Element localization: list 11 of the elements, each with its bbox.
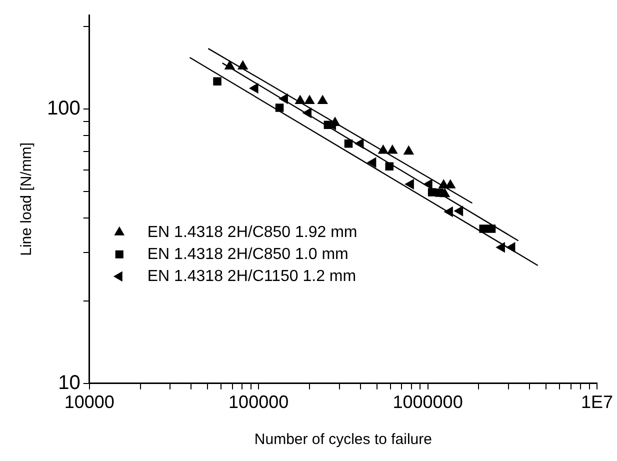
x-tick-label: 10000	[64, 392, 114, 412]
x-tick-label: 1000000	[392, 392, 463, 412]
y-tick-label: 10	[58, 372, 80, 394]
x-tick-label: 1E7	[580, 392, 614, 412]
legend-label: EN 1.4318 2H/C850 1.0 mm	[147, 246, 348, 263]
legend-label: EN 1.4318 2H/C850 1.92 mm	[147, 224, 358, 241]
legend-label: EN 1.4318 2H/C1150 1.2 mm	[147, 268, 356, 285]
y-tick-label: 100	[46, 97, 80, 120]
y-axis-title: Line load [N/mm]	[18, 142, 36, 256]
x-tick-label: 100000	[228, 392, 289, 412]
x-axis-title: Number of cycles to failure	[254, 431, 432, 448]
